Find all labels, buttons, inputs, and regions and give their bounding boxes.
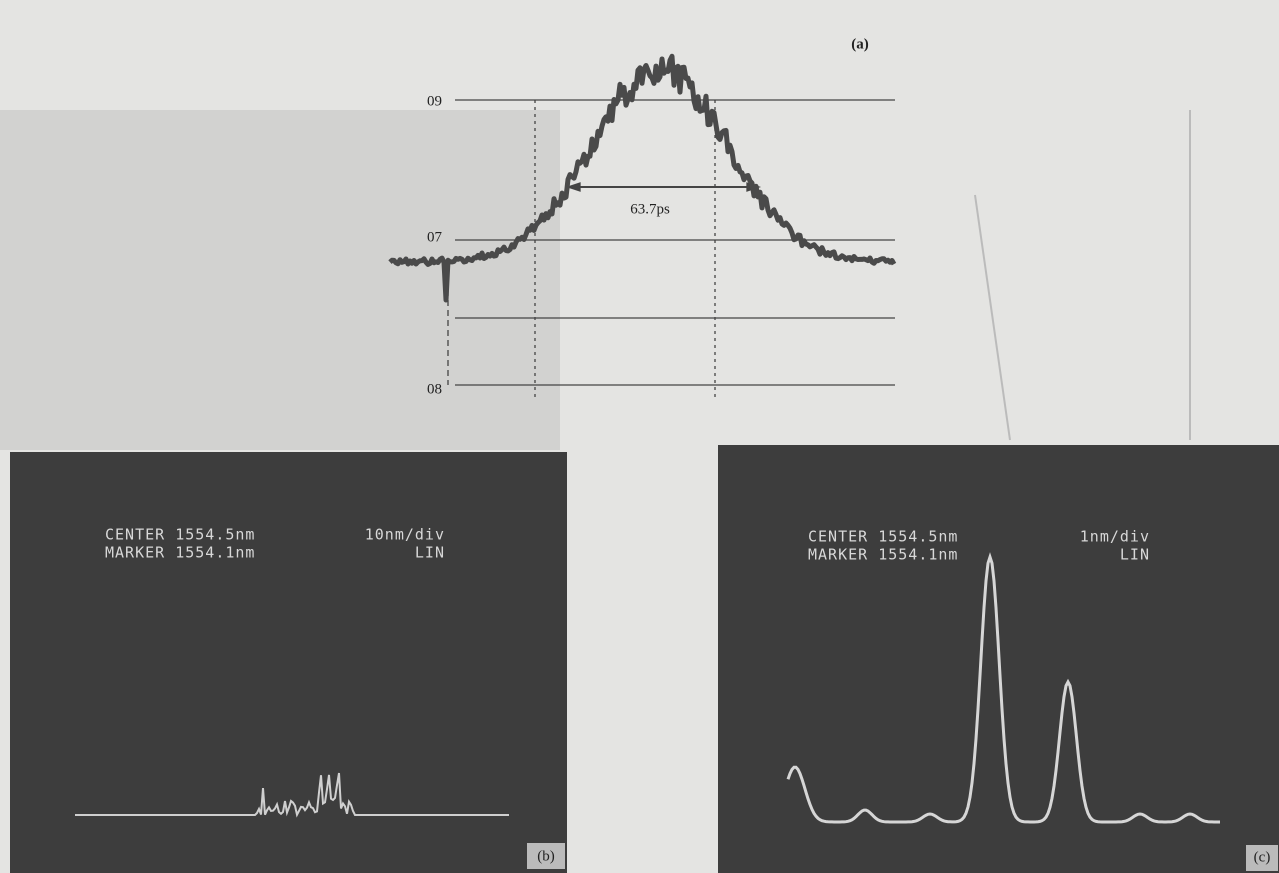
mode-text: LIN	[415, 544, 445, 562]
center-text: CENTER 1554.5nm	[808, 528, 958, 546]
scale-text: 10nm/div	[365, 526, 445, 544]
figure: 09 07 08 63.7ps (a) CENTER 1554.5nm MARK…	[0, 0, 1279, 873]
scale-text: 1nm/div	[1080, 528, 1150, 546]
panel-label: (b)	[537, 848, 555, 864]
page: {"figure": { "panel_a": {"label": "(a)",…	[0, 0, 1279, 873]
shadow	[0, 110, 560, 450]
panel-label: (a)	[851, 36, 869, 52]
tick-label: 08	[427, 381, 442, 397]
marker-text: MARKER 1554.1nm	[808, 546, 958, 564]
marker-text: MARKER 1554.1nm	[105, 544, 255, 562]
tick-label: 07	[427, 229, 443, 245]
mode-text: LIN	[1120, 546, 1150, 564]
panel-label: (c)	[1254, 849, 1271, 865]
width-annotation: 63.7ps	[630, 201, 670, 217]
center-text: CENTER 1554.5nm	[105, 526, 255, 544]
tick-label: 09	[427, 93, 442, 109]
